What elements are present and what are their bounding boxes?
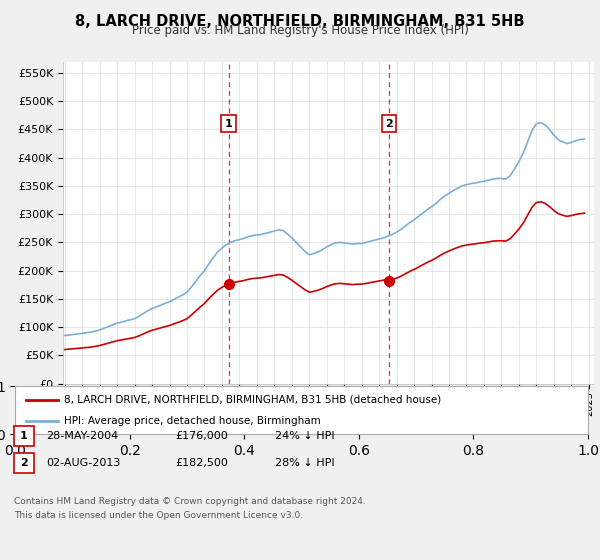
Text: Price paid vs. HM Land Registry's House Price Index (HPI): Price paid vs. HM Land Registry's House …	[131, 24, 469, 37]
Text: 28-MAY-2004: 28-MAY-2004	[46, 431, 118, 441]
Text: 24% ↓ HPI: 24% ↓ HPI	[275, 431, 335, 441]
Text: 8, LARCH DRIVE, NORTHFIELD, BIRMINGHAM, B31 5HB: 8, LARCH DRIVE, NORTHFIELD, BIRMINGHAM, …	[75, 14, 525, 29]
Text: 8, LARCH DRIVE, NORTHFIELD, BIRMINGHAM, B31 5HB (detached house): 8, LARCH DRIVE, NORTHFIELD, BIRMINGHAM, …	[64, 395, 441, 405]
Text: 1: 1	[20, 431, 28, 441]
Text: 1: 1	[225, 119, 232, 129]
Text: This data is licensed under the Open Government Licence v3.0.: This data is licensed under the Open Gov…	[14, 511, 303, 520]
Text: 2: 2	[20, 458, 28, 468]
Text: HPI: Average price, detached house, Birmingham: HPI: Average price, detached house, Birm…	[64, 416, 320, 426]
Text: 28% ↓ HPI: 28% ↓ HPI	[275, 458, 335, 468]
FancyBboxPatch shape	[14, 453, 34, 473]
Text: 2: 2	[385, 119, 393, 129]
Text: Contains HM Land Registry data © Crown copyright and database right 2024.: Contains HM Land Registry data © Crown c…	[14, 497, 366, 506]
Text: 02-AUG-2013: 02-AUG-2013	[46, 458, 121, 468]
Text: £176,000: £176,000	[175, 431, 228, 441]
Text: £182,500: £182,500	[175, 458, 228, 468]
FancyBboxPatch shape	[14, 426, 34, 446]
